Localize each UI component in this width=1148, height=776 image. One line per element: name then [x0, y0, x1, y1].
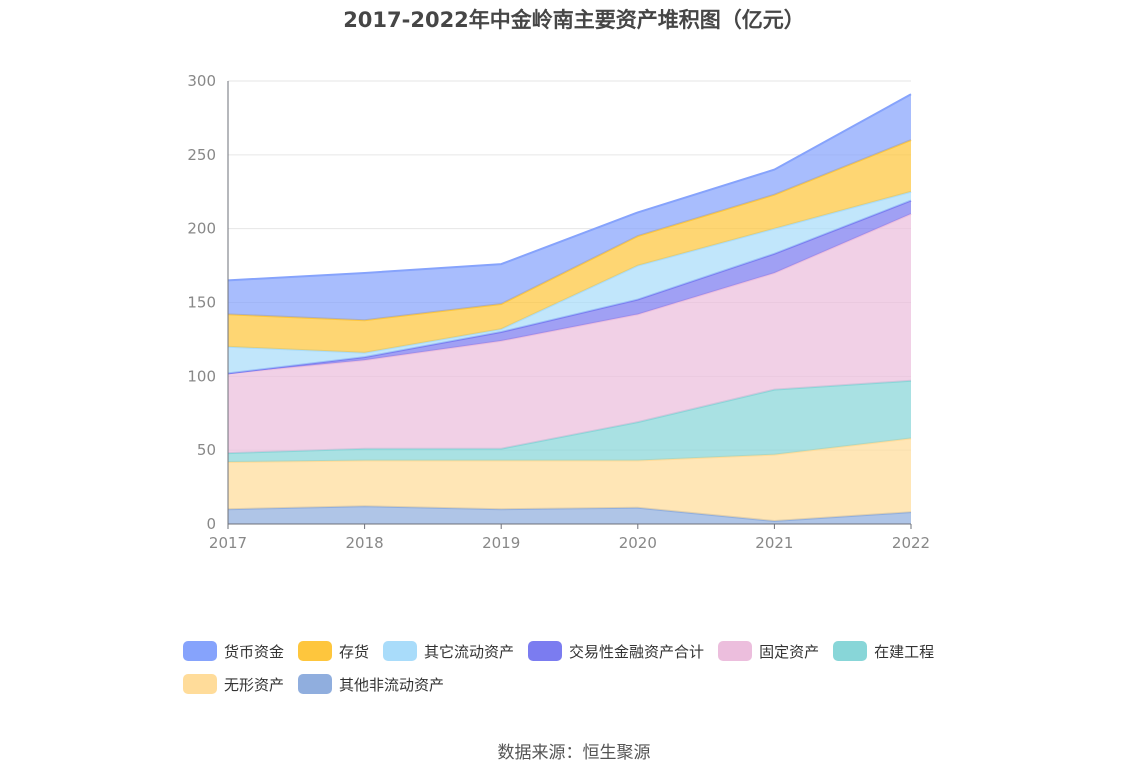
area-无形资产	[228, 438, 911, 522]
legend-label: 固定资产	[759, 642, 820, 661]
legend-label: 在建工程	[874, 642, 935, 661]
chart-title: 2017-2022年中金岭南主要资产堆积图（亿元）	[343, 8, 805, 32]
x-tick-label: 2018	[346, 534, 384, 552]
y-tick-label: 150	[187, 294, 216, 312]
legend-swatch	[383, 641, 418, 661]
y-tick-label: 100	[187, 367, 216, 385]
legend-item[interactable]: 固定资产	[718, 640, 819, 662]
x-tick-label: 2021	[755, 534, 793, 552]
legend-item[interactable]: 存货	[298, 640, 369, 662]
legend-label: 其它流动资产	[424, 642, 515, 661]
legend-swatch	[298, 674, 333, 694]
y-tick-label: 50	[197, 441, 216, 459]
legend-label: 无形资产	[224, 675, 285, 694]
data-source: 数据来源：恒生聚源	[497, 743, 651, 763]
x-tick-label: 2017	[209, 534, 247, 552]
legend-swatch	[833, 641, 868, 661]
legend-label: 存货	[339, 642, 370, 661]
y-tick-label: 0	[206, 515, 216, 533]
legend-item[interactable]: 交易性金融资产合计	[528, 640, 704, 662]
legend-label: 其他非流动资产	[339, 675, 445, 694]
x-tick-label: 2022	[892, 534, 930, 552]
legend-swatch	[528, 641, 563, 661]
y-tick-label: 300	[187, 72, 216, 90]
y-tick-label: 200	[187, 220, 216, 238]
legend-swatch	[183, 674, 217, 694]
legend-item[interactable]: 其他非流动资产	[298, 673, 444, 695]
area-在建工程	[228, 380, 911, 462]
legend-swatch	[298, 641, 333, 661]
legend-item[interactable]: 货币资金	[183, 640, 284, 662]
area-存货	[228, 140, 911, 353]
legend-swatch	[718, 641, 753, 661]
y-tick-label: 250	[187, 146, 216, 164]
area-固定资产	[228, 213, 911, 454]
chart-legend: 货币资金 存货 其它流动资产 交易性金融资产合计 固定资产 在建工程无形资产 其他非流动资产	[183, 640, 1003, 706]
area-货币资金	[228, 94, 911, 321]
legend-item[interactable]: 无形资产	[183, 673, 284, 695]
legend-item[interactable]: 其它流动资产	[383, 640, 514, 662]
legend-swatch	[183, 641, 217, 661]
stacked-area-chart: 0 50 100 150 200 250 300 2017 2018 2019 2020 2021 20…	[187, 72, 930, 552]
area-line-货币资金	[227, 93, 912, 282]
area-其他非流动资产	[228, 506, 911, 524]
x-tick-label: 2020	[619, 534, 657, 552]
legend-label: 货币资金	[224, 642, 285, 661]
legend-item[interactable]: 在建工程	[833, 640, 934, 662]
legend-label: 交易性金融资产合计	[569, 642, 705, 661]
x-tick-label: 2019	[482, 534, 520, 552]
area-其它流动资产	[228, 191, 911, 374]
